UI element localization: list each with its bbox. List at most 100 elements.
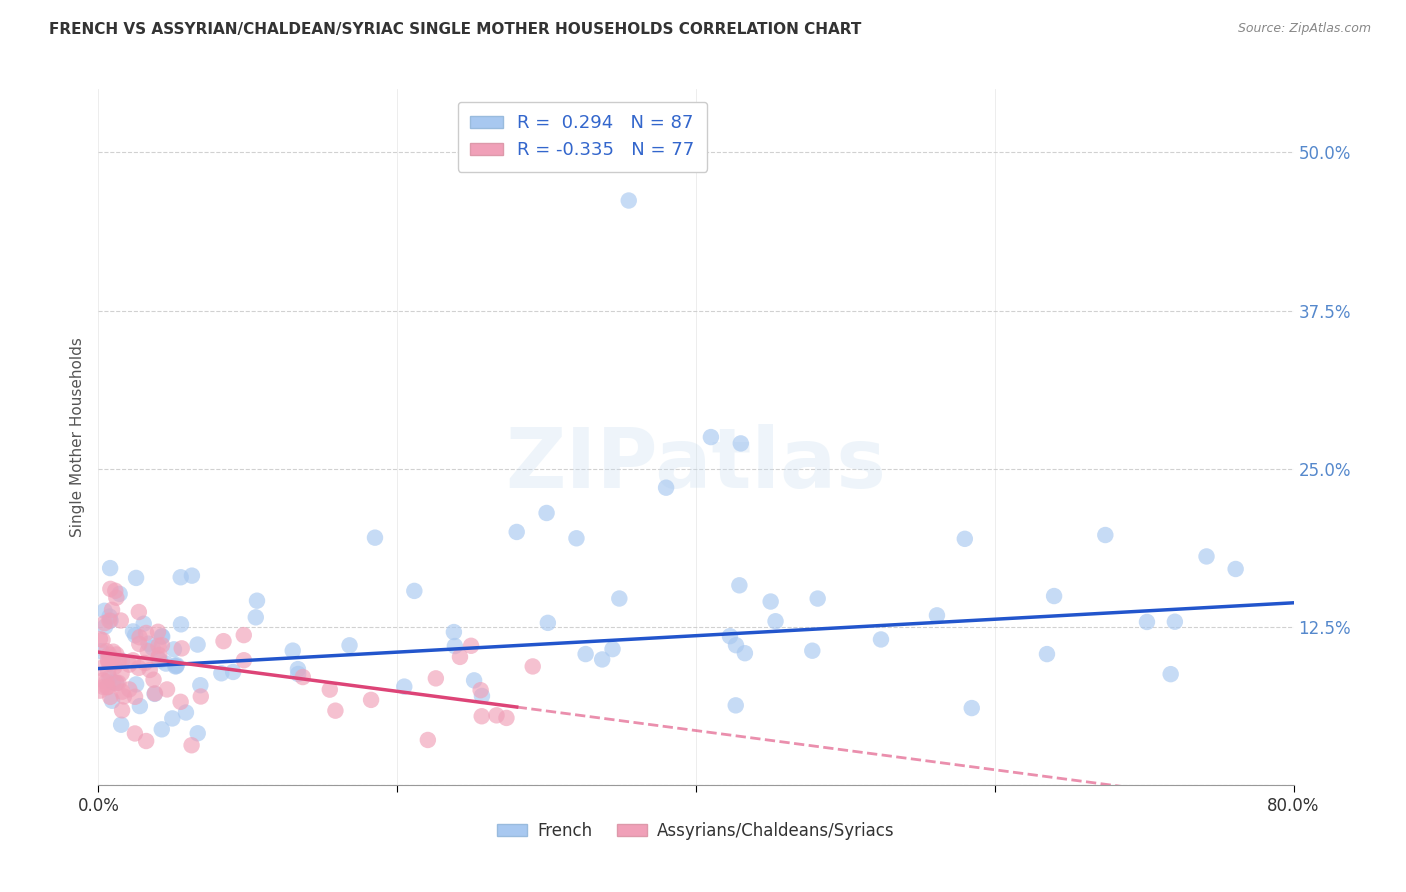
Point [700, 430, 723, 444]
Point [96, 674, 118, 689]
Point [134, 656, 156, 670]
Point [94, 619, 117, 633]
Point [170, 617, 193, 632]
Point [135, 626, 157, 640]
Point [150, 723, 173, 737]
Point [146, 651, 169, 665]
Point [364, 531, 387, 545]
Point [759, 594, 782, 608]
Point [730, 436, 752, 450]
Point [108, 654, 131, 668]
Point [209, 666, 232, 681]
Point [170, 570, 193, 584]
Point [98, 609, 121, 624]
Point [128, 630, 150, 644]
Point [111, 654, 134, 668]
Point [90, 661, 112, 675]
Point [128, 699, 150, 714]
Point [97, 652, 120, 666]
Point [128, 637, 150, 651]
Point [110, 614, 132, 628]
Point [105, 648, 128, 662]
Point [91, 633, 114, 648]
Point [724, 698, 747, 713]
Point [111, 703, 134, 717]
Point [188, 678, 211, 692]
Point [110, 717, 132, 731]
Point [89, 683, 111, 698]
Point [765, 614, 787, 628]
Point [105, 591, 128, 605]
Point [180, 568, 202, 582]
Point [138, 637, 160, 651]
Point [1160, 667, 1182, 681]
Point [953, 532, 976, 546]
Point [100, 614, 122, 628]
Point [107, 655, 129, 669]
Point [339, 638, 361, 652]
Point [187, 726, 209, 740]
Point [97, 655, 120, 669]
Point [124, 726, 146, 740]
Point [143, 687, 166, 701]
Point [190, 690, 212, 704]
Point [96, 644, 118, 658]
Point [103, 660, 125, 674]
Point [118, 657, 141, 672]
Point [232, 628, 254, 642]
Point [150, 629, 173, 643]
Point [98, 656, 121, 670]
Point [156, 682, 179, 697]
Point [325, 704, 347, 718]
Point [1036, 647, 1059, 661]
Point [506, 524, 529, 539]
Point [93, 604, 115, 618]
Point [98, 561, 121, 575]
Point [124, 690, 146, 704]
Point [1043, 589, 1066, 603]
Point [463, 673, 485, 688]
Point [591, 652, 613, 666]
Point [404, 583, 426, 598]
Point [93, 680, 115, 694]
Point [471, 689, 494, 703]
Point [90, 644, 112, 658]
Point [101, 694, 124, 708]
Point [287, 667, 309, 681]
Point [245, 610, 267, 624]
Point [291, 670, 314, 684]
Point [150, 630, 173, 644]
Point [148, 639, 170, 653]
Text: FRENCH VS ASSYRIAN/CHALDEAN/SYRIAC SINGLE MOTHER HOUSEHOLDS CORRELATION CHART: FRENCH VS ASSYRIAN/CHALDEAN/SYRIAC SINGL… [49, 22, 862, 37]
Point [807, 591, 830, 606]
Point [870, 632, 893, 647]
Point [132, 616, 155, 631]
Point [724, 638, 747, 652]
Point [734, 646, 756, 660]
Point [125, 571, 148, 585]
Point [174, 706, 197, 720]
Point [471, 709, 494, 723]
Point [319, 682, 342, 697]
Point [122, 624, 145, 639]
Point [125, 677, 148, 691]
Point [728, 578, 751, 592]
Point [360, 693, 382, 707]
Point [104, 583, 127, 598]
Point [163, 642, 186, 657]
Point [575, 647, 598, 661]
Point [522, 659, 544, 673]
Point [91, 673, 114, 688]
Point [416, 733, 439, 747]
Point [118, 682, 141, 697]
Point [1195, 549, 1218, 564]
Point [98, 582, 122, 596]
Point [89, 632, 111, 646]
Point [246, 593, 269, 607]
Point [103, 675, 125, 690]
Point [149, 653, 172, 667]
Point [960, 701, 983, 715]
Point [443, 625, 465, 640]
Point [281, 643, 304, 657]
Point [155, 657, 177, 671]
